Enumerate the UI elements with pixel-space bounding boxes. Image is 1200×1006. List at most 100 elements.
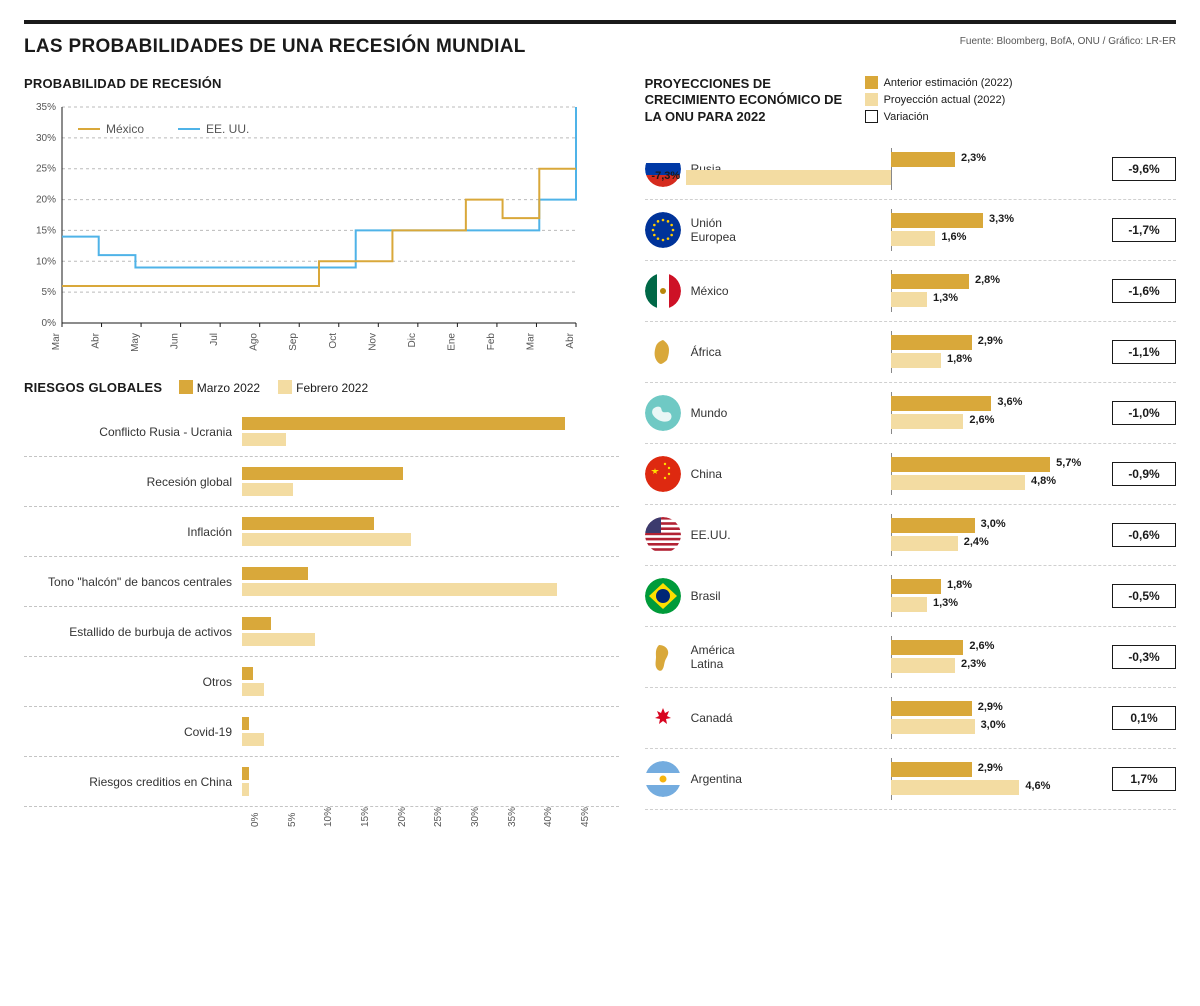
variation-box: -1,0%: [1112, 401, 1176, 425]
country-name: África: [691, 345, 761, 359]
line-chart-title: PROBABILIDAD DE RECESIÓN: [24, 76, 619, 91]
country-name: China: [691, 467, 761, 481]
risk-label: Conflicto Rusia - Ucrania: [24, 425, 242, 439]
projections-list: Rusia 2,3% -7,3% -9,6% Unión Europea 3,3…: [645, 139, 1176, 810]
risk-row: Otros: [24, 657, 619, 707]
variation-box: -9,6%: [1112, 157, 1176, 181]
flag-icon: [645, 517, 681, 553]
bar-curr-label: 2,4%: [964, 536, 989, 548]
svg-text:15%: 15%: [36, 225, 56, 236]
bar-prev-label: 2,6%: [969, 640, 994, 652]
country-name: México: [691, 284, 761, 298]
projection-row: México 2,8% 1,3% -1,6%: [645, 261, 1176, 322]
projection-bars: 2,8% 1,3%: [771, 270, 1102, 312]
risk-row: Estallido de burbuja de activos: [24, 607, 619, 657]
svg-text:Abr: Abr: [91, 332, 102, 348]
flag-icon: [645, 700, 681, 736]
risks-title: RIESGOS GLOBALES: [24, 380, 162, 395]
country-name: Brasil: [691, 589, 761, 603]
svg-text:Mar: Mar: [525, 332, 536, 350]
bar-curr-label: 1,8%: [947, 353, 972, 365]
bar-prev: [891, 274, 969, 289]
variation-box: -1,7%: [1112, 218, 1176, 242]
risk-bar-mar: [242, 467, 403, 480]
projections-header: PROYECCIONES DE CRECIMIENTO ECONÓMICO DE…: [645, 76, 1176, 127]
risk-bar-mar: [242, 617, 271, 630]
bar-curr-label: 4,6%: [1025, 780, 1050, 792]
right-column: PROYECCIONES DE CRECIMIENTO ECONÓMICO DE…: [645, 76, 1176, 841]
svg-text:30%: 30%: [36, 133, 56, 144]
risk-bar-mar: [242, 567, 308, 580]
risk-bar-feb: [242, 533, 411, 546]
projections-title: PROYECCIONES DE CRECIMIENTO ECONÓMICO DE…: [645, 76, 845, 127]
bar-curr: [891, 231, 936, 246]
risk-label: Inflación: [24, 525, 242, 539]
variation-box: -1,6%: [1112, 279, 1176, 303]
risk-tick: 35%: [507, 807, 518, 827]
bar-prev-label: 2,9%: [978, 335, 1003, 347]
country-name: Unión Europea: [691, 216, 761, 245]
risk-tick: 15%: [360, 807, 371, 827]
svg-text:Abr: Abr: [565, 332, 576, 348]
risks-legend-mar: Marzo 2022: [179, 380, 260, 395]
line-chart: 0%5%10%15%20%25%30%35%MarAbrMayJunJulAgo…: [24, 101, 619, 361]
main-title: LAS PROBABILIDADES DE UNA RECESIÓN MUNDI…: [24, 36, 526, 58]
bar-prev: [891, 518, 975, 533]
bar-prev-label: 1,8%: [947, 579, 972, 591]
bar-prev: [891, 701, 972, 716]
projection-row: Brasil 1,8% 1,3% -0,5%: [645, 566, 1176, 627]
risk-tick: 40%: [543, 807, 554, 827]
flag-icon: [645, 761, 681, 797]
risk-tick: 0%: [250, 813, 261, 827]
risk-tick: 10%: [323, 807, 334, 827]
projection-bars: 2,9% 3,0%: [771, 697, 1102, 739]
legend-curr: Proyección actual (2022): [865, 93, 1013, 106]
projections-legend: Anterior estimación (2022) Proyección ac…: [865, 76, 1013, 127]
svg-text:Mar: Mar: [51, 332, 62, 350]
header-row: LAS PROBABILIDADES DE UNA RECESIÓN MUNDI…: [24, 36, 1176, 58]
projection-row: África 2,9% 1,8% -1,1%: [645, 322, 1176, 383]
variation-box: -0,6%: [1112, 523, 1176, 547]
columns: PROBABILIDAD DE RECESIÓN 0%5%10%15%20%25…: [24, 76, 1176, 841]
bar-prev-label: 2,9%: [978, 701, 1003, 713]
risk-bar-feb: [242, 433, 286, 446]
svg-text:Jul: Jul: [209, 333, 220, 346]
risk-row: Tono "halcón" de bancos centrales: [24, 557, 619, 607]
flag-icon: [645, 639, 681, 675]
svg-text:Ago: Ago: [249, 333, 260, 351]
flag-icon: [645, 212, 681, 248]
risk-label: Riesgos creditios en China: [24, 775, 242, 789]
risk-tick: 45%: [580, 807, 591, 827]
svg-text:Sep: Sep: [288, 333, 299, 351]
bar-curr: [891, 597, 927, 612]
projection-row: Mundo 3,6% 2,6% -1,0%: [645, 383, 1176, 444]
risks-x-axis: 0%5%10%15%20%25%30%35%40%45%: [252, 813, 619, 841]
risk-row: Conflicto Rusia - Ucrania: [24, 407, 619, 457]
risk-bars: [242, 665, 619, 699]
risk-label: Estallido de burbuja de activos: [24, 625, 242, 639]
bar-curr-label: 2,6%: [969, 414, 994, 426]
risk-bar-mar: [242, 417, 565, 430]
projection-row: Argentina 2,9% 4,6% 1,7%: [645, 749, 1176, 810]
projection-bars: 3,3% 1,6%: [771, 209, 1102, 251]
projection-row: Canadá 2,9% 3,0% 0,1%: [645, 688, 1176, 749]
svg-text:Ene: Ene: [446, 333, 457, 351]
risk-bar-feb: [242, 683, 264, 696]
projection-bars: 2,9% 1,8%: [771, 331, 1102, 373]
projection-bars: 2,3% -7,3%: [771, 148, 1102, 190]
svg-text:México: México: [106, 122, 144, 136]
bar-prev-label: 3,0%: [981, 518, 1006, 530]
projection-row: EE.UU. 3,0% 2,4% -0,6%: [645, 505, 1176, 566]
risks-legend: Marzo 2022 Febrero 2022: [179, 380, 368, 395]
risk-label: Covid-19: [24, 725, 242, 739]
risk-bars: [242, 515, 619, 549]
risk-tick: 30%: [470, 807, 481, 827]
flag-icon: [645, 578, 681, 614]
risk-tick: 25%: [433, 807, 444, 827]
risk-label: Recesión global: [24, 475, 242, 489]
bar-curr: [891, 353, 941, 368]
line-chart-svg: 0%5%10%15%20%25%30%35%MarAbrMayJunJulAgo…: [24, 101, 584, 361]
bar-prev: [891, 579, 941, 594]
risk-bars: [242, 465, 619, 499]
projection-row: Unión Europea 3,3% 1,6% -1,7%: [645, 200, 1176, 261]
